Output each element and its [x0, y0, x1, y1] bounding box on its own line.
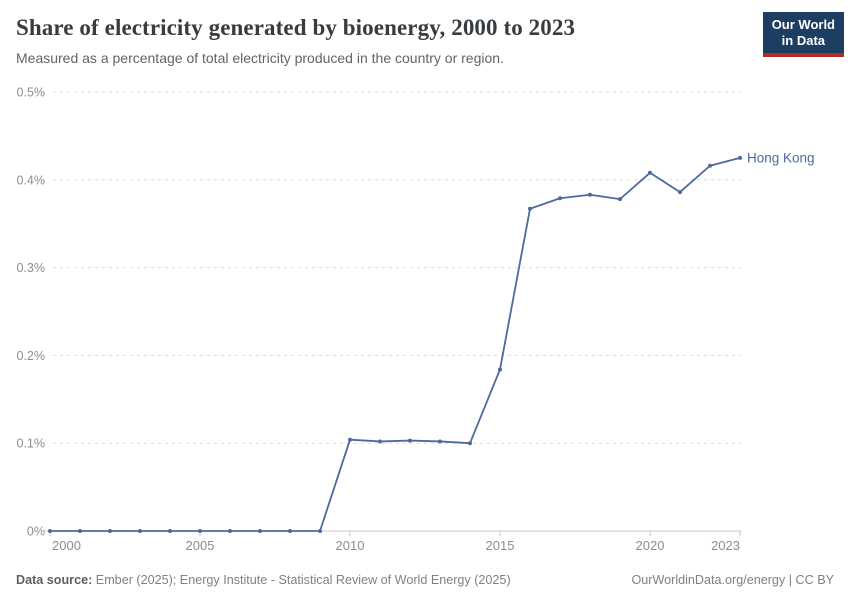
y-axis-label: 0.3% [17, 261, 46, 275]
x-axis-label: 2000 [52, 538, 81, 553]
x-axis-label: 2010 [336, 538, 365, 553]
data-point [228, 529, 232, 533]
y-axis-label: 0% [27, 525, 45, 539]
data-point [108, 529, 112, 533]
x-axis-label: 2020 [636, 538, 665, 553]
data-point [408, 438, 412, 443]
y-axis-label: 0.2% [17, 349, 46, 363]
y-axis-label: 0.1% [17, 437, 46, 451]
owid-logo-line2: in Data [781, 33, 826, 48]
x-axis-label: 2005 [186, 538, 215, 553]
data-point [468, 441, 472, 446]
x-axis-label: 2023 [711, 538, 740, 553]
data-point [288, 529, 292, 533]
data-point [258, 529, 262, 533]
data-point [708, 163, 712, 168]
data-point [348, 437, 352, 442]
chart-header: Share of electricity generated by bioene… [16, 14, 756, 67]
chart-footer: Data source: Ember (2025); Energy Instit… [16, 573, 834, 587]
data-point [198, 529, 202, 533]
page-subtitle: Measured as a percentage of total electr… [16, 49, 504, 66]
credit-link[interactable]: OurWorldinData.org/energy | CC BY [631, 573, 834, 587]
data-source: Data source: Ember (2025); Energy Instit… [16, 573, 511, 587]
data-point [138, 529, 142, 533]
data-point [588, 192, 592, 197]
data-point [48, 529, 52, 533]
y-axis-label: 0.4% [17, 173, 46, 187]
series-end-label: Hong Kong [747, 150, 815, 165]
data-point [738, 155, 742, 160]
owid-logo: Our World in Data [762, 12, 844, 57]
data-point [438, 439, 442, 444]
data-point [558, 196, 562, 201]
data-point [78, 529, 82, 533]
data-point [498, 367, 502, 372]
data-point [678, 190, 682, 195]
owid-logo-line1: Our World [771, 17, 835, 32]
page-title: Share of electricity generated by bioene… [16, 15, 576, 40]
data-point [528, 206, 532, 211]
series-line [49, 156, 741, 532]
data-point [168, 529, 172, 533]
x-axis-label: 2015 [486, 538, 515, 553]
data-point [618, 197, 622, 202]
data-source-label: Data source: [16, 573, 93, 587]
data-point [318, 529, 322, 533]
y-axis-label: 0.5% [17, 86, 46, 100]
data-point [378, 439, 382, 444]
data-point [648, 170, 652, 175]
data-source-text: Ember (2025); Energy Institute - Statist… [92, 573, 511, 587]
